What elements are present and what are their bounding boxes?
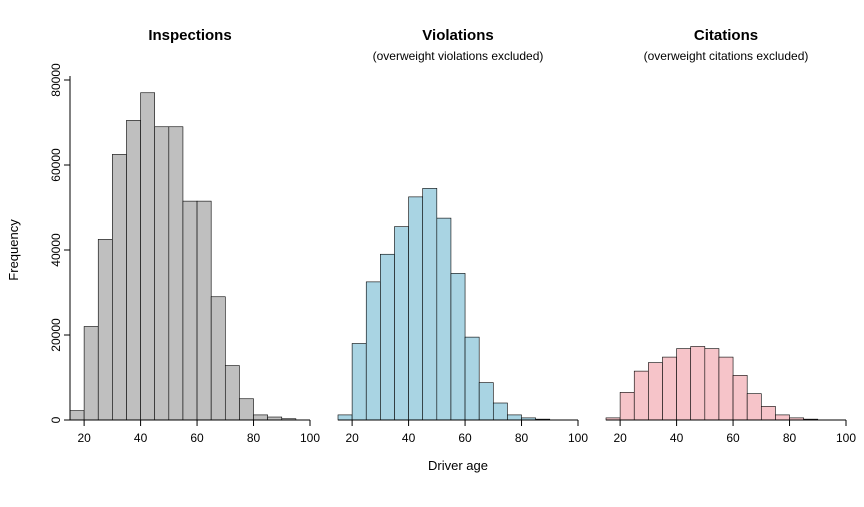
x-tick-label: 80	[515, 431, 529, 445]
x-tick-label: 60	[190, 431, 204, 445]
bar	[634, 371, 648, 420]
x-tick-label: 100	[300, 431, 320, 445]
bar	[479, 383, 493, 420]
bar	[112, 154, 126, 420]
panel-subtitle-2: (overweight citations excluded)	[644, 49, 809, 63]
bar	[465, 337, 479, 420]
bar	[225, 366, 239, 420]
bar	[126, 120, 140, 420]
bar	[437, 218, 451, 420]
bar	[338, 415, 352, 420]
x-tick-label: 100	[568, 431, 588, 445]
panel-subtitle-1: (overweight violations excluded)	[373, 49, 544, 63]
bar	[747, 394, 761, 420]
x-tick-label: 60	[726, 431, 740, 445]
bar	[719, 357, 733, 420]
bar	[648, 363, 662, 420]
x-tick-label: 40	[134, 431, 148, 445]
panel-title-0: Inspections	[148, 27, 231, 44]
bar	[98, 239, 112, 420]
bar	[366, 282, 380, 420]
bar	[394, 227, 408, 420]
x-tick-label: 20	[77, 431, 91, 445]
bar	[409, 197, 423, 420]
bar	[620, 392, 634, 420]
bar	[493, 403, 507, 420]
bar	[705, 349, 719, 420]
x-axis-label: Driver age	[428, 458, 488, 473]
x-tick-label: 20	[613, 431, 627, 445]
y-axis-label: Frequency	[6, 219, 21, 281]
bar	[84, 327, 98, 421]
x-tick-label: 80	[783, 431, 797, 445]
bar	[239, 399, 253, 420]
bar	[507, 415, 521, 420]
bar	[662, 357, 676, 420]
chart-svg: Frequency Inspections 20 40 60 80 100 0 20000 400…	[0, 0, 864, 507]
x-tick-label: 80	[247, 431, 261, 445]
y-tick-label: 20000	[49, 318, 63, 352]
x-tick-label: 60	[458, 431, 472, 445]
y-tick-label: 80000	[49, 63, 63, 97]
bar	[761, 406, 775, 420]
y-tick-label: 60000	[49, 148, 63, 182]
bar	[141, 93, 155, 420]
y-tick-label: 40000	[49, 233, 63, 267]
panel-title-1: Violations	[422, 27, 493, 44]
bar	[211, 297, 225, 420]
bar	[677, 349, 691, 420]
bar	[155, 127, 169, 420]
bar	[352, 344, 366, 421]
x-tick-label: 40	[402, 431, 416, 445]
bar	[423, 188, 437, 420]
panel-title-2: Citations	[694, 27, 758, 44]
histogram-triptych: Frequency Inspections 20 40 60 80 100 0 20000 400…	[0, 0, 864, 507]
x-tick-label: 20	[345, 431, 359, 445]
bar	[169, 127, 183, 420]
bar	[691, 346, 705, 420]
bar	[451, 273, 465, 420]
bar	[380, 254, 394, 420]
y-tick-label: 0	[49, 416, 63, 423]
bar	[183, 201, 197, 420]
bar	[197, 201, 211, 420]
bar	[254, 415, 268, 420]
bar	[70, 411, 84, 420]
bar	[775, 415, 789, 420]
bar	[733, 375, 747, 420]
x-tick-label: 100	[836, 431, 856, 445]
x-tick-label: 40	[670, 431, 684, 445]
